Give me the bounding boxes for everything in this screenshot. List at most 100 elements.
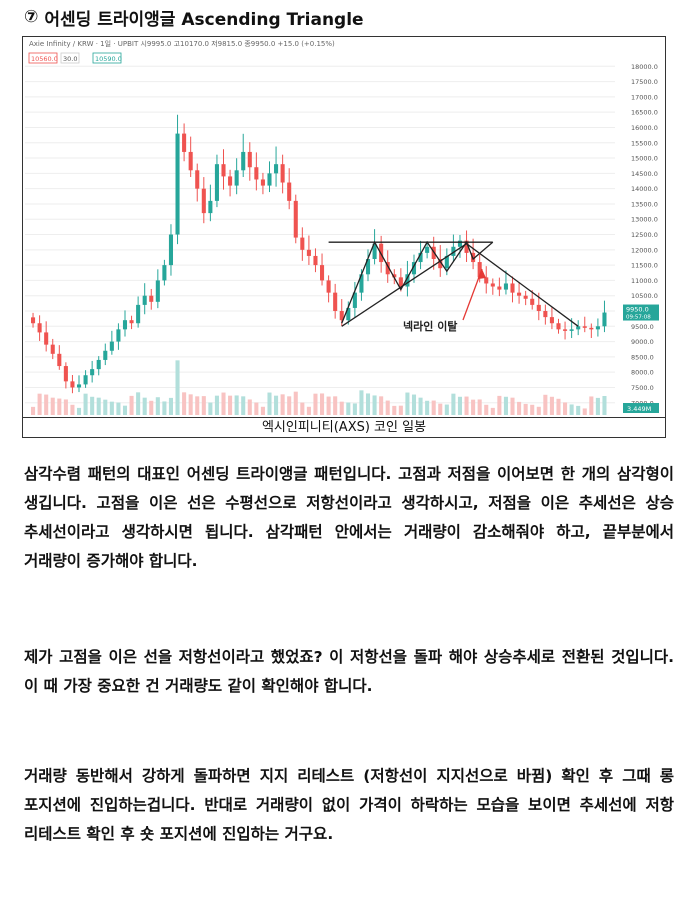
y-tick-label: 13500.0 bbox=[631, 200, 658, 208]
volume-bar bbox=[503, 396, 508, 415]
price-tag-time: 09:57:08 bbox=[626, 315, 651, 321]
volume-bar bbox=[346, 402, 351, 415]
volume-bar bbox=[182, 392, 187, 415]
volume-bar bbox=[464, 396, 469, 415]
volume-bar bbox=[228, 395, 233, 415]
breakdown-line bbox=[466, 243, 579, 327]
candle-body bbox=[306, 249, 311, 256]
candle-body bbox=[313, 255, 318, 266]
candle-body bbox=[280, 164, 285, 183]
volume-bar bbox=[602, 396, 607, 415]
candle-body bbox=[510, 283, 515, 293]
candle-body bbox=[595, 326, 600, 330]
volume-bar bbox=[444, 404, 449, 415]
volume-bar bbox=[70, 404, 75, 415]
candle-body bbox=[37, 323, 42, 333]
volume-bar bbox=[116, 402, 121, 415]
volume-bar bbox=[162, 401, 167, 415]
volume-bar bbox=[372, 395, 377, 415]
candle-body bbox=[398, 277, 403, 287]
volume-bar bbox=[234, 395, 239, 415]
volume-bar bbox=[254, 402, 259, 415]
chart-header: Axie Infinity / KRW · 1일 · UPBIT 시9995.0… bbox=[29, 39, 335, 48]
volume-bar bbox=[267, 392, 272, 415]
volume-bar bbox=[398, 405, 403, 415]
volume-bar bbox=[136, 392, 141, 415]
volume-bar bbox=[122, 405, 128, 415]
volume-bar bbox=[96, 397, 101, 415]
figure-caption: 엑시인피니티(AXS) 코인 일봉 bbox=[23, 417, 665, 438]
y-tick-label: 9500.0 bbox=[631, 323, 654, 331]
price-axis: 7000.07500.08000.08500.09000.09500.01000… bbox=[623, 63, 659, 413]
volume-bar bbox=[359, 390, 364, 415]
candle-body bbox=[418, 252, 423, 263]
y-tick-label: 7500.0 bbox=[631, 384, 654, 392]
volume-bar bbox=[320, 393, 325, 415]
candle-body bbox=[116, 329, 121, 342]
volume-bar bbox=[589, 396, 594, 415]
candle-body bbox=[247, 151, 252, 168]
candle-body bbox=[300, 237, 305, 250]
candle-body bbox=[96, 359, 101, 370]
volume-bar bbox=[392, 405, 397, 415]
volume-bar bbox=[90, 396, 95, 415]
candle-body bbox=[221, 164, 226, 177]
candle-body bbox=[287, 182, 292, 201]
candle-body bbox=[392, 274, 397, 278]
candle-body bbox=[451, 246, 456, 256]
chart-figure: 7000.07500.08000.08500.09000.09500.01000… bbox=[22, 36, 666, 438]
volume-bar bbox=[543, 394, 548, 415]
candle-body bbox=[385, 262, 390, 275]
candle-body bbox=[333, 292, 338, 311]
candle-body bbox=[346, 307, 351, 321]
candle-body bbox=[267, 173, 272, 186]
candle-body bbox=[76, 384, 82, 388]
y-tick-label: 18000.0 bbox=[631, 63, 658, 71]
volume-bar bbox=[556, 398, 561, 415]
y-tick-label: 12000.0 bbox=[631, 246, 658, 254]
candle-body bbox=[582, 326, 587, 328]
candle-body bbox=[497, 286, 502, 290]
y-tick-label: 17500.0 bbox=[631, 78, 658, 86]
volume-bar bbox=[149, 400, 154, 415]
volume-tag-box bbox=[623, 403, 659, 413]
candle-body bbox=[234, 170, 239, 186]
candle-body bbox=[155, 280, 160, 302]
volume-bar bbox=[471, 399, 476, 415]
candle-body bbox=[208, 200, 213, 214]
y-tick-label: 8500.0 bbox=[631, 353, 654, 361]
candle-body bbox=[320, 265, 325, 281]
volume-bar bbox=[431, 400, 436, 415]
volume-bar bbox=[280, 394, 285, 415]
candle-body bbox=[241, 151, 246, 171]
candle-body bbox=[83, 375, 88, 385]
volume-bar bbox=[129, 395, 134, 415]
candle-body bbox=[326, 280, 331, 293]
candle-body bbox=[182, 133, 187, 152]
candle-body bbox=[260, 179, 265, 186]
candle-body bbox=[549, 317, 554, 324]
candle-body bbox=[57, 353, 62, 367]
volume-bar bbox=[103, 399, 108, 415]
y-tick-label: 17000.0 bbox=[631, 93, 658, 101]
price-tag-box bbox=[623, 304, 659, 321]
y-tick-label: 15000.0 bbox=[631, 155, 658, 163]
volume-bar bbox=[31, 406, 36, 415]
paragraph-3: 거래량 동반해서 강하게 돌파하면 지지 리테스트 (저항선이 지지선으로 바뀜… bbox=[24, 767, 674, 843]
y-tick-label: 13000.0 bbox=[631, 216, 658, 224]
volume-bar bbox=[57, 398, 62, 415]
y-tick-label: 9000.0 bbox=[631, 338, 654, 346]
candle-body bbox=[129, 320, 134, 324]
volume-bar bbox=[582, 408, 587, 415]
candle-body bbox=[214, 164, 219, 201]
candle-body bbox=[70, 381, 75, 388]
candle-body bbox=[188, 151, 193, 171]
header-badge-box bbox=[28, 52, 58, 64]
annotation: 넥라인 이탈 bbox=[403, 319, 457, 333]
chart-background bbox=[23, 37, 665, 417]
volume-bar bbox=[287, 396, 292, 415]
candle-body bbox=[523, 295, 528, 299]
volume-bar bbox=[457, 396, 463, 415]
section-number: ⑦ bbox=[24, 7, 39, 27]
candle-body bbox=[228, 176, 233, 186]
